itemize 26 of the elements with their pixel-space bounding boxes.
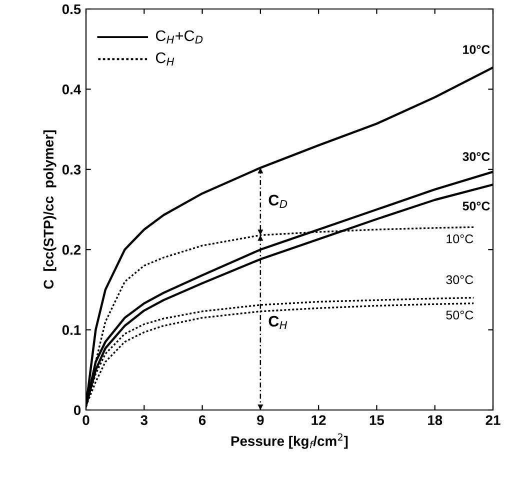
y-tick-label: 0.1 <box>62 325 81 335</box>
x-tick-label: 3 <box>140 415 148 426</box>
series-label: 50°C <box>446 310 474 320</box>
series-label: 30°C <box>462 152 490 162</box>
x-tick-label: 0 <box>82 415 90 426</box>
y-tick-label: 0.3 <box>62 164 81 175</box>
series-label: 30°C <box>446 275 474 284</box>
annotation: C$_{D}$ <box>268 194 288 208</box>
series-label: 10°C <box>446 234 474 244</box>
y-tick-label: 0.4 <box>62 84 82 94</box>
x-tick-label: 15 <box>370 415 384 426</box>
y-tick-label: 0.5 <box>62 4 81 14</box>
series-label: 50°C <box>462 202 490 210</box>
y-axis-title: C [cc(STP)/cc polymer] <box>43 130 56 289</box>
series-label: 10°C <box>463 45 490 54</box>
y-tick-label: 0.2 <box>62 244 81 255</box>
x-tick-label: 9 <box>257 415 264 426</box>
x-tick-label: 21 <box>486 415 500 425</box>
annotation: C$_{H}$ <box>156 52 174 66</box>
x-axis-title: Pessure [kg$_{f}$/cm$^{2}$] <box>231 433 348 449</box>
x-tick-label: 6 <box>198 415 206 426</box>
annotation: C$_{H}$+C$_{D}$ <box>156 30 203 44</box>
y-tick-label: 0 <box>74 405 81 416</box>
annotation: C$_{H}$ <box>268 316 288 330</box>
x-tick-label: 12 <box>312 415 326 425</box>
x-tick-label: 18 <box>428 415 442 426</box>
